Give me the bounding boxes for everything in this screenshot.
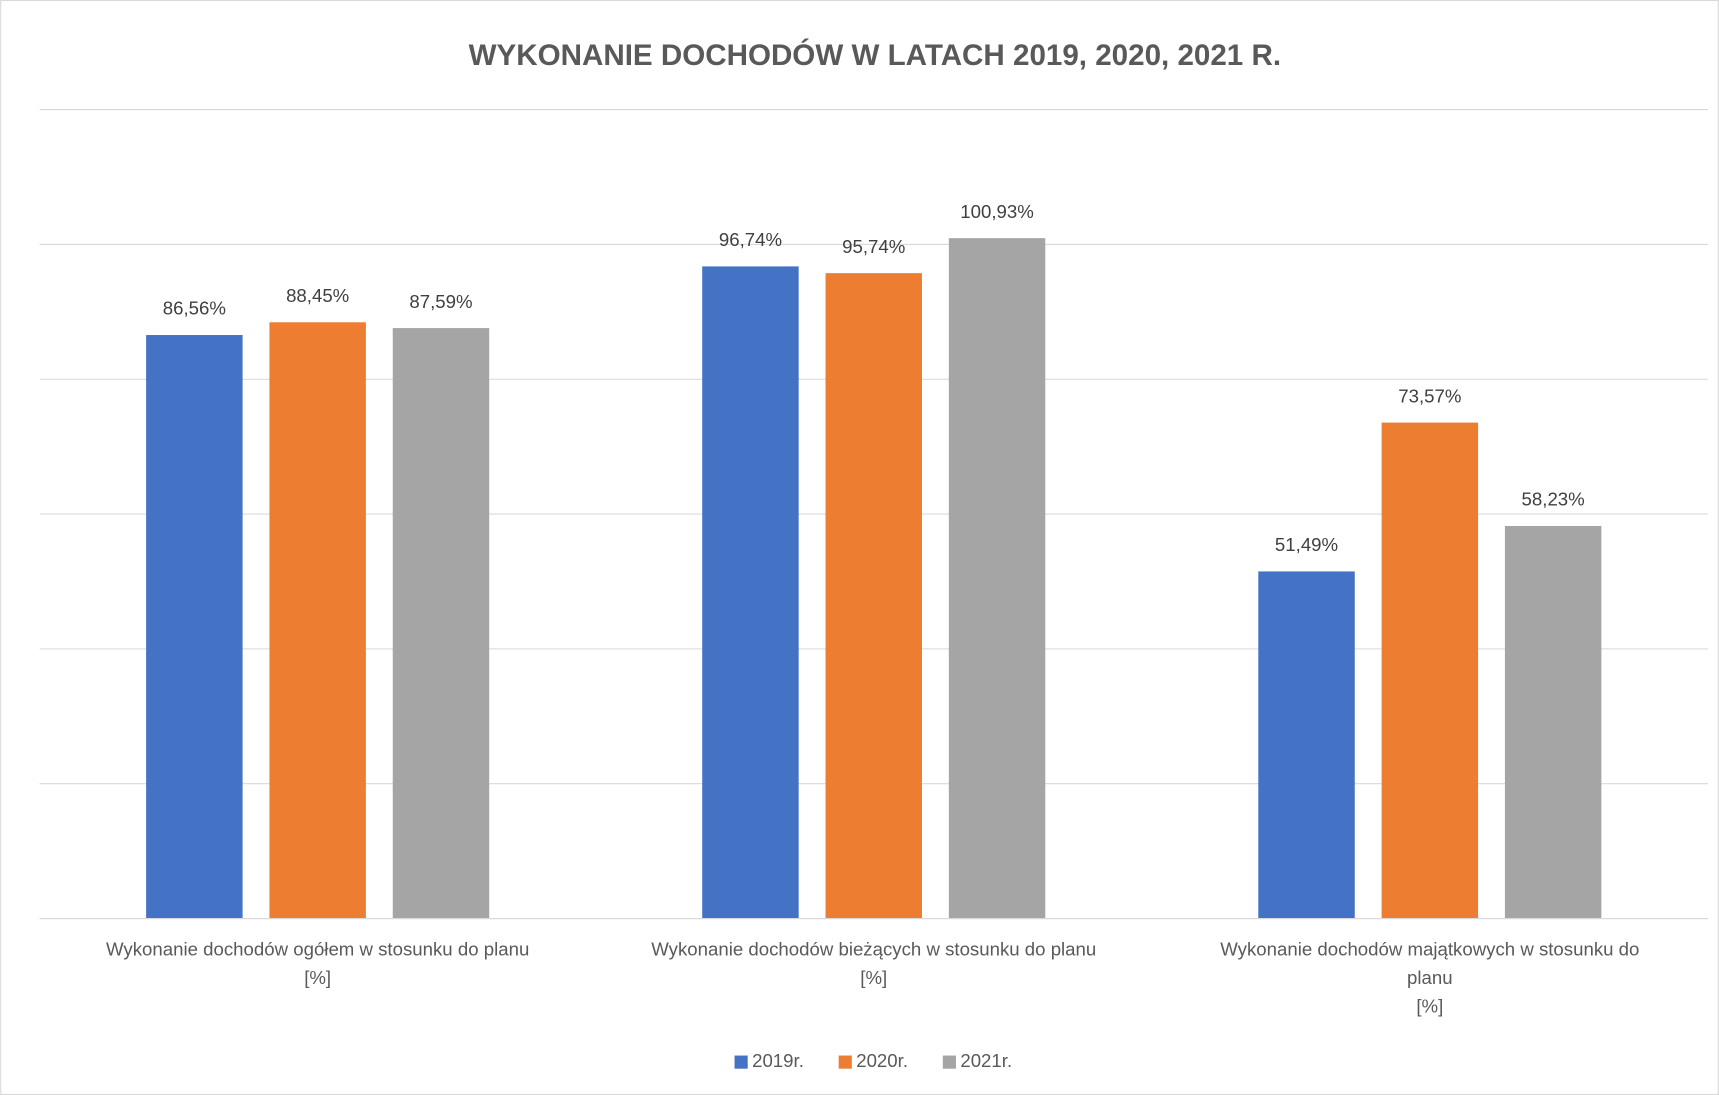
legend-label: 2019r. xyxy=(752,1050,804,1071)
data-label: 95,74% xyxy=(842,236,905,257)
chart-title: WYKONANIE DOCHODÓW W LATACH 2019, 2020, … xyxy=(469,38,1281,72)
bar xyxy=(702,266,799,919)
bar xyxy=(1381,422,1479,919)
x-tick-label: Wykonanie dochodów ogółem w stosunku do … xyxy=(106,938,529,987)
legend-swatch xyxy=(942,1055,956,1069)
data-label: 51,49% xyxy=(1275,534,1338,555)
legend-label: 2021r. xyxy=(960,1050,1012,1071)
data-label: 100,93% xyxy=(960,201,1034,222)
data-label: 96,74% xyxy=(719,229,782,250)
data-label: 87,59% xyxy=(409,291,472,312)
data-label: 86,56% xyxy=(163,298,226,319)
x-tick-label: Wykonanie dochodów bieżących w stosunku … xyxy=(651,938,1096,987)
legend-swatch xyxy=(838,1055,852,1069)
bar xyxy=(1258,571,1355,919)
data-label: 73,57% xyxy=(1398,385,1461,406)
bar xyxy=(1504,526,1602,919)
bar xyxy=(392,328,490,919)
bar xyxy=(146,335,243,919)
data-label: 58,23% xyxy=(1522,489,1585,510)
legend-label: 2020r. xyxy=(856,1050,908,1071)
data-label: 88,45% xyxy=(286,285,349,306)
bar xyxy=(269,322,366,919)
bar xyxy=(948,238,1046,919)
legend-swatch xyxy=(734,1055,748,1069)
x-tick-label: Wykonanie dochodów majątkowych w stosunk… xyxy=(1220,938,1639,1016)
bar xyxy=(825,273,922,919)
